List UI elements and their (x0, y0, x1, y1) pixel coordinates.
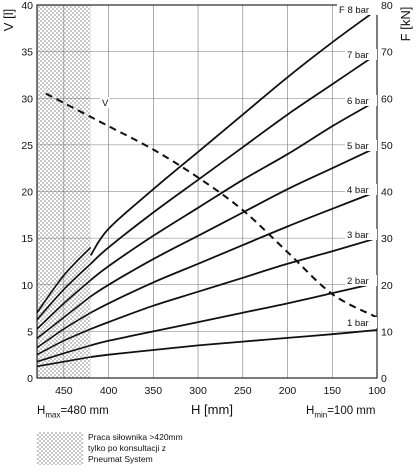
curve-label: 3 bar (347, 230, 369, 241)
y-left-tick-label: 25 (21, 140, 33, 152)
curve-label-bg (345, 275, 377, 286)
curve-label: 6 bar (347, 96, 369, 107)
series-line-2-bar-restricted (37, 344, 91, 363)
y-right-axis-title: F [kN] (398, 7, 413, 42)
series-line-1-bar-restricted (37, 356, 91, 368)
curve-label-bg (345, 229, 377, 240)
x-tick-label: 250 (234, 385, 252, 397)
legend: Praca siłownika >420mm tylko po konsulta… (37, 432, 287, 472)
series-line-2-bar (90, 282, 377, 347)
x-tick-label: 300 (189, 385, 207, 397)
curve-label: F 8 bar (339, 5, 369, 16)
y-left-tick-label: 20 (21, 187, 33, 199)
x-tick-label: 200 (279, 385, 297, 397)
series-layer (37, 8, 377, 368)
y-left-tick-label: 35 (21, 47, 33, 59)
legend-line-1: Praca siłownika >420mm (88, 432, 183, 442)
chart: 450 400 350 300 250 200 150 1000510152025303540… (1, 0, 413, 417)
series-line-1-bar (90, 329, 377, 358)
series-line-6-bar (90, 99, 377, 281)
curve-label-bg (345, 184, 377, 195)
curve-label-bg (100, 97, 110, 108)
series-line-8-bar-restricted (37, 246, 92, 314)
curve-label-bg (345, 140, 377, 151)
curve-label-bg (337, 4, 381, 15)
series-line-7-bar (90, 53, 377, 265)
curve-label: V (102, 98, 109, 109)
y-right-tick-label: 40 (381, 187, 393, 199)
x-tick-label: 100 (368, 385, 386, 397)
y-left-tick-label: 5 (27, 326, 33, 338)
legend-text: Praca siłownika >420mm tylko po konsulta… (88, 432, 183, 465)
y-left-axis-title: V [l] (1, 9, 16, 31)
series-line-4-bar-restricted (37, 312, 92, 349)
y-right-tick-label: 20 (381, 280, 393, 292)
series-line-5-bar (90, 146, 377, 298)
y-right-tick-label: 70 (381, 47, 393, 59)
curve-label: 5 bar (347, 141, 369, 152)
curve-label: 7 bar (347, 50, 369, 61)
y-right-tick-label: 30 (381, 233, 393, 245)
tick-labels: 450 400 350 300 250 200 150 1000510152025303540… (21, 0, 393, 397)
hmax-value: =480 mm (60, 405, 109, 417)
series-line-8-bar (89, 8, 377, 256)
y-left-tick-label: 10 (21, 280, 33, 292)
x-tick-label: 450 (55, 385, 73, 397)
curve-label: 2 bar (347, 276, 369, 287)
series-line-7-bar-restricted (37, 263, 92, 321)
legend-line-2: tylko po konsultacji z (88, 443, 166, 453)
legend-line-3: Pneumat System (88, 454, 153, 464)
x-tick-label: 350 (145, 385, 163, 397)
series-line-3-bar-restricted (37, 328, 92, 356)
curve-label: 1 bar (347, 318, 369, 329)
curve-label: 4 bar (347, 185, 369, 196)
series-line-4-bar (90, 190, 377, 314)
y-right-tick-label: 60 (381, 93, 393, 105)
series-line-6-bar-restricted (37, 279, 92, 330)
y-right-tick-label: 80 (381, 0, 393, 12)
legend-checkered-swatch (37, 432, 83, 465)
series-line-v (45, 92, 377, 319)
series-line-5-bar-restricted (37, 295, 92, 340)
hmin-value: =100 mm (327, 405, 376, 417)
hmin-prefix: H (306, 405, 315, 417)
hmin-sub: min (314, 410, 328, 420)
x-tick-label: 400 (100, 385, 118, 397)
y-left-tick-label: 40 (21, 0, 33, 12)
curve-labels: 1 bar 2 bar 3 bar 4 bar 5 bar 6 bar 7 bar F 8 b… (100, 4, 381, 329)
y-right-tick-label: 0 (381, 373, 387, 385)
y-right-tick-label: 10 (381, 326, 393, 338)
curve-label-bg (345, 49, 377, 60)
curve-label-bg (345, 95, 377, 106)
hmax-prefix: H (37, 405, 46, 417)
curve-label-bg (345, 317, 377, 328)
y-left-tick-label: 0 (27, 373, 33, 385)
hmax-label: Hmax=480 mm (37, 405, 109, 419)
hmax-sub: max (45, 410, 61, 420)
y-right-tick-label: 50 (381, 140, 393, 152)
x-axis-title: H [mm] (191, 402, 233, 417)
y-left-tick-label: 15 (21, 233, 33, 245)
y-left-tick-label: 30 (21, 93, 33, 105)
hmin-label: Hmin=100 mm (306, 405, 375, 419)
series-line-3-bar (90, 237, 377, 330)
x-tick-label: 150 (323, 385, 341, 397)
